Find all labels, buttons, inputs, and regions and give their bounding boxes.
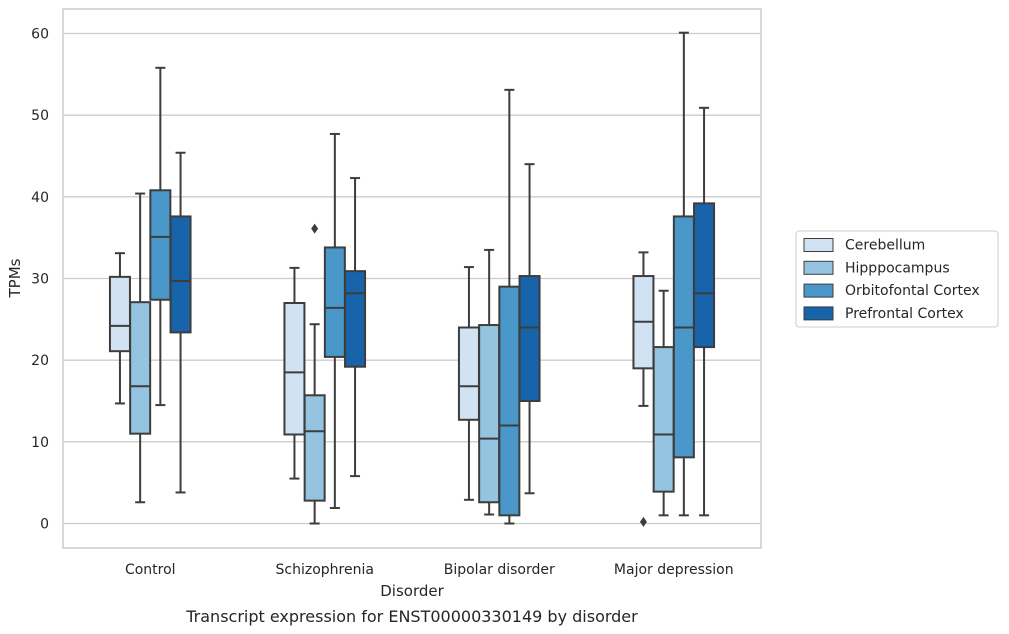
box-3-0 bbox=[632, 251, 655, 527]
box-1-3 bbox=[344, 177, 367, 478]
box-0-2 bbox=[149, 66, 172, 407]
y-tick-label: 60 bbox=[31, 27, 49, 43]
legend-item: Hipppocampus bbox=[803, 260, 950, 276]
box-groups bbox=[108, 31, 716, 527]
box-body bbox=[149, 189, 172, 301]
box-0-0 bbox=[108, 252, 131, 405]
box-1-1 bbox=[303, 223, 326, 525]
y-tick-label: 20 bbox=[31, 353, 49, 369]
box-body bbox=[652, 346, 675, 493]
y-tick-label: 10 bbox=[31, 435, 49, 451]
x-tick-label: Major depression bbox=[614, 562, 734, 578]
box-body bbox=[129, 301, 152, 435]
y-axis-title: TPMs bbox=[6, 258, 24, 298]
x-tick-label: Schizophrenia bbox=[276, 562, 374, 578]
legend-label: Orbitofontal Cortex bbox=[845, 283, 980, 299]
legend-label: Cerebellum bbox=[845, 238, 925, 254]
box-1-2 bbox=[323, 132, 346, 509]
legend-swatch bbox=[803, 260, 834, 275]
legend-item: Prefrontal Cortex bbox=[803, 306, 964, 322]
legend-label: Prefrontal Cortex bbox=[845, 306, 964, 322]
legend-swatch bbox=[803, 306, 834, 321]
box-2-2 bbox=[498, 88, 521, 525]
box-2-3 bbox=[518, 163, 541, 495]
box-body bbox=[283, 302, 306, 436]
legend-item: Orbitofontal Cortex bbox=[803, 283, 980, 299]
y-tick-labels: 0 10 20 30 40 50 60 bbox=[31, 27, 49, 533]
box-body bbox=[478, 324, 501, 504]
box-body bbox=[108, 275, 131, 353]
box-2-0 bbox=[457, 266, 480, 501]
x-tick-label: Control bbox=[125, 562, 176, 578]
box-body bbox=[169, 215, 192, 334]
legend-label: Hipppocampus bbox=[845, 260, 950, 276]
box-body bbox=[457, 326, 480, 421]
box-3-3 bbox=[693, 106, 716, 517]
legend-swatch bbox=[803, 238, 834, 252]
box-body bbox=[303, 394, 326, 502]
y-tick-label: 30 bbox=[31, 272, 49, 288]
box-1-0 bbox=[283, 266, 306, 480]
legend-swatch bbox=[803, 283, 834, 298]
legend-item: Cerebellum bbox=[803, 238, 925, 254]
y-tick-label: 50 bbox=[31, 108, 49, 124]
chart-caption: Transcript expression for ENST0000033014… bbox=[185, 607, 638, 626]
x-tick-labels: Control Schizophrenia Bipolar disorder Majo… bbox=[125, 562, 734, 578]
plot-frame bbox=[62, 8, 762, 549]
outlier-point bbox=[639, 516, 647, 527]
legend: Cerebellum Hipppocampus Orbitofontal Corte… bbox=[795, 230, 999, 328]
legend-frame bbox=[795, 230, 999, 328]
box-0-1 bbox=[129, 192, 152, 504]
box-2-1 bbox=[478, 248, 501, 516]
box-body bbox=[518, 275, 541, 402]
box-body bbox=[498, 285, 521, 517]
box-0-3 bbox=[169, 151, 192, 494]
outlier-point bbox=[311, 223, 319, 234]
box-3-1 bbox=[652, 289, 675, 517]
y-tick-label: 40 bbox=[31, 190, 49, 206]
box-body bbox=[672, 215, 695, 459]
box-body bbox=[693, 202, 716, 349]
box-3-2 bbox=[672, 31, 695, 517]
x-axis-title: Disorder bbox=[380, 582, 444, 600]
y-tick-label: 0 bbox=[40, 517, 49, 533]
box-body bbox=[323, 246, 346, 358]
box-body bbox=[344, 270, 367, 368]
x-tick-label: Bipolar disorder bbox=[444, 562, 555, 578]
